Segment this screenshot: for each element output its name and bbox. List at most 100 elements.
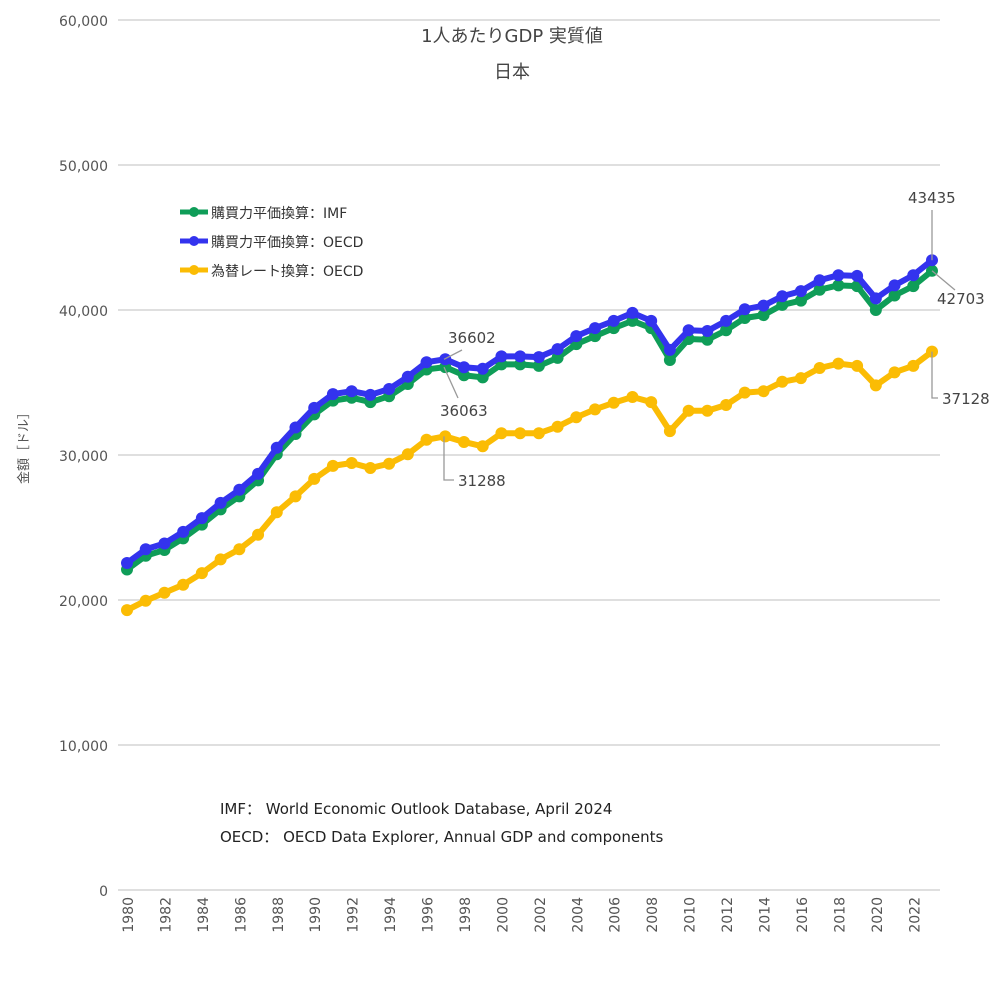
x-tick-labels: 1980 1982 1984 1986 1988 1990 1992 1994 1996 1998…	[121, 897, 923, 933]
data-point	[195, 567, 208, 580]
data-point	[738, 303, 751, 316]
data-point	[439, 430, 452, 443]
data-point	[326, 459, 339, 472]
series-2	[121, 254, 938, 570]
y-axis-label: 金額［ドル］	[16, 406, 32, 484]
data-point	[514, 350, 527, 363]
legend-label: 為替レート換算：OECD	[211, 264, 363, 280]
data-point	[851, 269, 864, 282]
source-imf: IMF： World Economic Outlook Database, Ap…	[220, 800, 612, 818]
data-point	[869, 292, 882, 305]
data-point	[364, 462, 377, 475]
annotation-leader	[443, 366, 459, 399]
data-point	[326, 388, 339, 401]
data-point	[457, 435, 470, 448]
data-point	[663, 354, 676, 367]
data-point	[345, 385, 358, 398]
data-point	[869, 304, 882, 316]
data-point	[532, 427, 545, 440]
data-point	[345, 456, 358, 469]
data-point	[607, 396, 620, 409]
data-point	[233, 483, 246, 496]
data-point	[420, 356, 433, 369]
data-point	[139, 594, 152, 607]
series-group	[121, 254, 938, 617]
data-point	[252, 528, 265, 541]
chart-title: 1人あたりGDP 実質値	[421, 26, 603, 47]
data-point	[663, 425, 676, 438]
data-point	[495, 427, 508, 440]
data-point	[495, 350, 508, 363]
data-label: 37128	[942, 390, 990, 408]
y-tick-label: 40,000	[59, 304, 108, 320]
x-tick-label: 1990	[308, 897, 324, 933]
data-point	[738, 386, 751, 399]
data-point	[364, 388, 377, 401]
y-tick-label: 50,000	[59, 159, 108, 175]
data-point	[514, 427, 527, 440]
data-point	[401, 448, 414, 461]
data-point	[457, 361, 470, 374]
data-point	[121, 604, 133, 617]
y-tick-label: 0	[99, 884, 108, 900]
data-label: 36602	[448, 329, 496, 347]
data-point	[776, 290, 789, 303]
data-point	[476, 371, 489, 384]
data-point	[551, 351, 564, 364]
data-point	[720, 314, 733, 327]
chart-subtitle: 日本	[494, 62, 530, 83]
data-point	[139, 543, 152, 556]
x-tick-label: 2006	[608, 897, 624, 933]
data-point	[570, 330, 583, 343]
x-tick-label: 2022	[907, 897, 923, 933]
data-point	[626, 306, 639, 319]
data-point	[720, 398, 733, 411]
data-point	[214, 496, 227, 509]
data-point	[757, 385, 770, 398]
data-point	[832, 279, 845, 292]
data-point	[888, 289, 901, 302]
data-point	[682, 404, 695, 417]
annotation-leader	[443, 436, 454, 481]
data-point	[177, 525, 190, 538]
data-point	[607, 314, 620, 327]
x-tick-label: 1980	[121, 897, 137, 933]
data-label: 42703	[937, 290, 985, 308]
data-point	[794, 285, 807, 298]
data-point	[757, 299, 770, 312]
grid-lines	[118, 19, 940, 891]
legend: 購買力平価換算：IMF 購買力平価換算：OECD 為替レート換算：OECD	[180, 206, 363, 280]
legend-label: 購買力平価換算：OECD	[211, 235, 363, 251]
data-point	[289, 490, 302, 503]
x-tick-label: 2018	[832, 897, 848, 933]
x-tick-label: 2000	[495, 897, 511, 933]
data-point	[663, 343, 676, 356]
data-point	[214, 553, 227, 566]
data-point	[158, 586, 171, 599]
data-point	[158, 537, 171, 550]
x-tick-label: 2010	[683, 897, 699, 933]
data-point	[570, 411, 583, 424]
data-point	[832, 357, 845, 370]
data-point	[589, 403, 602, 416]
data-point	[720, 324, 733, 337]
data-point	[888, 366, 901, 379]
x-tick-label: 2020	[870, 897, 886, 933]
data-point	[757, 309, 770, 322]
x-tick-label: 1992	[346, 897, 362, 933]
data-point	[401, 370, 414, 383]
data-point	[813, 362, 826, 374]
x-tick-label: 2016	[795, 897, 811, 933]
y-tick-labels: 0 10,000 20,000 30,000 40,000 50,000 60,000	[59, 14, 108, 900]
data-point	[177, 578, 190, 591]
annotation-leader	[931, 351, 938, 399]
data-point	[794, 294, 807, 307]
x-tick-label: 2012	[720, 897, 736, 933]
x-tick-label: 1996	[421, 897, 437, 933]
series-0	[121, 345, 938, 617]
data-point	[532, 351, 545, 364]
data-point	[851, 359, 864, 372]
data-point	[682, 324, 695, 337]
series-line	[125, 257, 934, 566]
